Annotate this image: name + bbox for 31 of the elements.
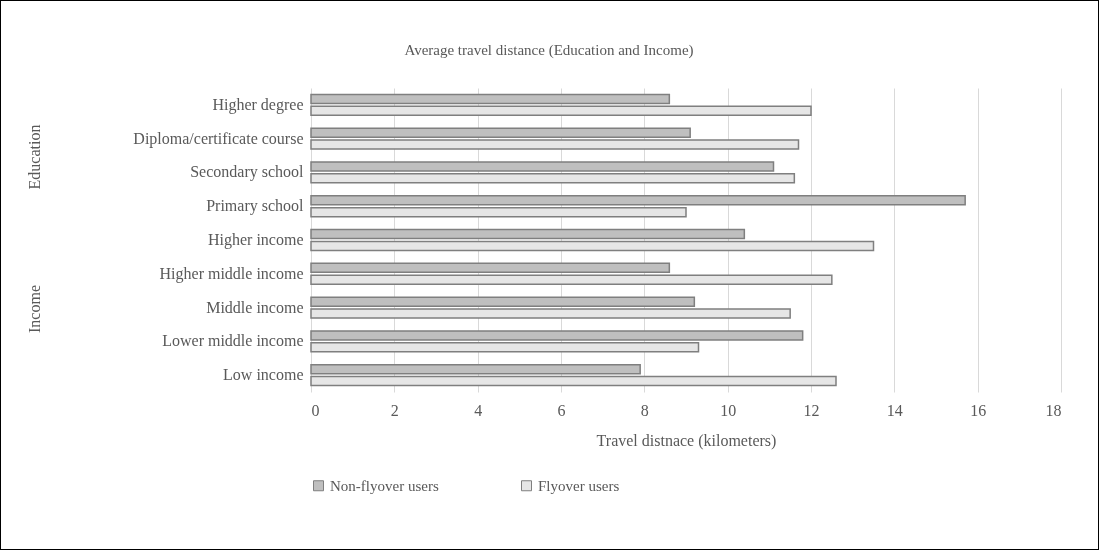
y-tick-label: Diploma/certificate course [133,129,304,148]
bar [310,93,671,105]
bar [310,228,746,240]
y-tick-label: Lower middle income [162,332,304,350]
chart-title: Average travel distance (Education and Income) [404,42,694,59]
y-tick-label: Higher middle income [159,264,304,283]
x-tick-label: 10 [720,401,737,419]
text: Income [25,284,44,333]
bar [310,363,641,375]
y-tick-label: Middle income [206,298,304,316]
y-tick-label: Higher degree [212,95,304,114]
y-tick-label: Primary school [206,197,305,216]
x-tick-label: 12 [803,401,820,419]
x-tick-label: 14 [886,401,903,419]
y-tick-label: Low income [223,366,304,384]
text: Education [25,124,44,189]
x-tick-label: 6 [557,401,566,419]
x-tick-label: 18 [1045,401,1062,419]
legend-label: Flyover users [538,477,620,494]
x-axis-title: Travel distnace (kilometers) [596,431,777,450]
y-tick-label: Secondary school [190,163,305,182]
bar [310,105,812,117]
x-tick-label: 2 [390,401,399,419]
y-tick-label: Higher income [207,231,304,249]
x-tick-label: 0 [311,401,320,419]
x-tick-label: 4 [474,401,483,419]
legend-label: Non-flyover users [330,477,439,494]
bar [310,375,837,387]
x-tick-label: 16 [970,401,987,419]
bar [310,240,875,252]
x-tick-label: 8 [640,401,649,419]
